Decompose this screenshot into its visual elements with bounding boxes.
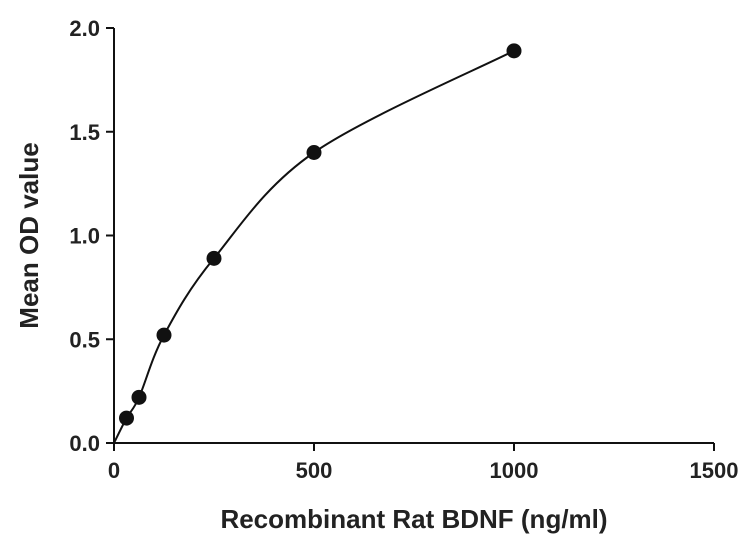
y-axis: 0.0 0.5 1.0 1.5 2.0 — [69, 16, 115, 456]
y-tick-label: 0.0 — [69, 431, 100, 456]
x-tick-label: 1000 — [490, 458, 539, 483]
y-tick-label: 1.0 — [69, 224, 100, 249]
data-point — [156, 327, 172, 343]
fit-curve — [113, 49, 515, 444]
x-axis: 0 500 1000 1500 — [108, 442, 739, 483]
data-point — [119, 410, 134, 426]
data-point — [206, 250, 222, 266]
y-tick-label: 0.5 — [69, 327, 100, 352]
y-tick-label: 2.0 — [69, 16, 100, 41]
x-axis-title: Recombinant Rat BDNF (ng/ml) — [220, 504, 607, 534]
y-ticks: 0.0 0.5 1.0 1.5 2.0 — [69, 16, 114, 456]
data-point — [506, 43, 522, 59]
y-axis-title: Mean OD value — [14, 142, 44, 328]
data-point — [131, 389, 147, 405]
x-tick-label: 0 — [108, 458, 120, 483]
x-ticks: 0 500 1000 1500 — [108, 443, 739, 483]
x-tick-label: 1500 — [690, 458, 739, 483]
x-tick-label: 500 — [296, 458, 333, 483]
y-tick-label: 1.5 — [69, 120, 100, 145]
data-point — [306, 145, 322, 160]
data-points — [119, 43, 522, 426]
plot-area — [113, 43, 522, 444]
